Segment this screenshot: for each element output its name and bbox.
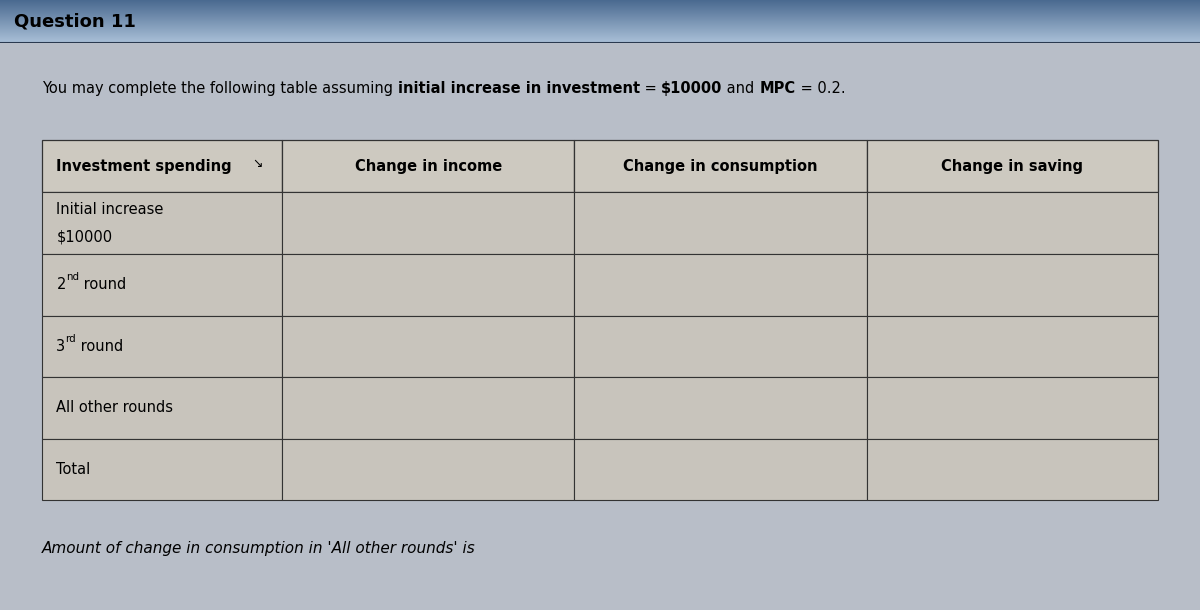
Text: MPC: MPC	[760, 81, 796, 96]
Text: 2: 2	[56, 278, 66, 292]
Text: $10000: $10000	[661, 81, 722, 96]
Text: Investment spending: Investment spending	[56, 159, 232, 174]
Text: $10000: $10000	[56, 229, 113, 244]
Text: ↘: ↘	[252, 157, 263, 170]
Text: nd: nd	[66, 273, 79, 282]
Text: Amount of change in consumption in 'All other rounds' is: Amount of change in consumption in 'All …	[42, 542, 475, 556]
Text: round: round	[76, 339, 124, 354]
Text: 3: 3	[56, 339, 66, 354]
Text: and: and	[722, 81, 760, 96]
Text: Initial increase: Initial increase	[56, 203, 163, 217]
Text: All other rounds: All other rounds	[56, 400, 174, 415]
Text: round: round	[79, 278, 126, 292]
Text: =: =	[640, 81, 661, 96]
Text: Change in income: Change in income	[354, 159, 502, 174]
Text: rd: rd	[66, 334, 76, 344]
Text: = 0.2.: = 0.2.	[796, 81, 845, 96]
Text: initial increase in investment: initial increase in investment	[397, 81, 640, 96]
Text: Change in saving: Change in saving	[941, 159, 1084, 174]
Text: Total: Total	[56, 462, 91, 477]
Text: You may complete the following table assuming: You may complete the following table ass…	[42, 81, 397, 96]
Text: Question 11: Question 11	[14, 12, 137, 30]
Text: Change in consumption: Change in consumption	[623, 159, 817, 174]
